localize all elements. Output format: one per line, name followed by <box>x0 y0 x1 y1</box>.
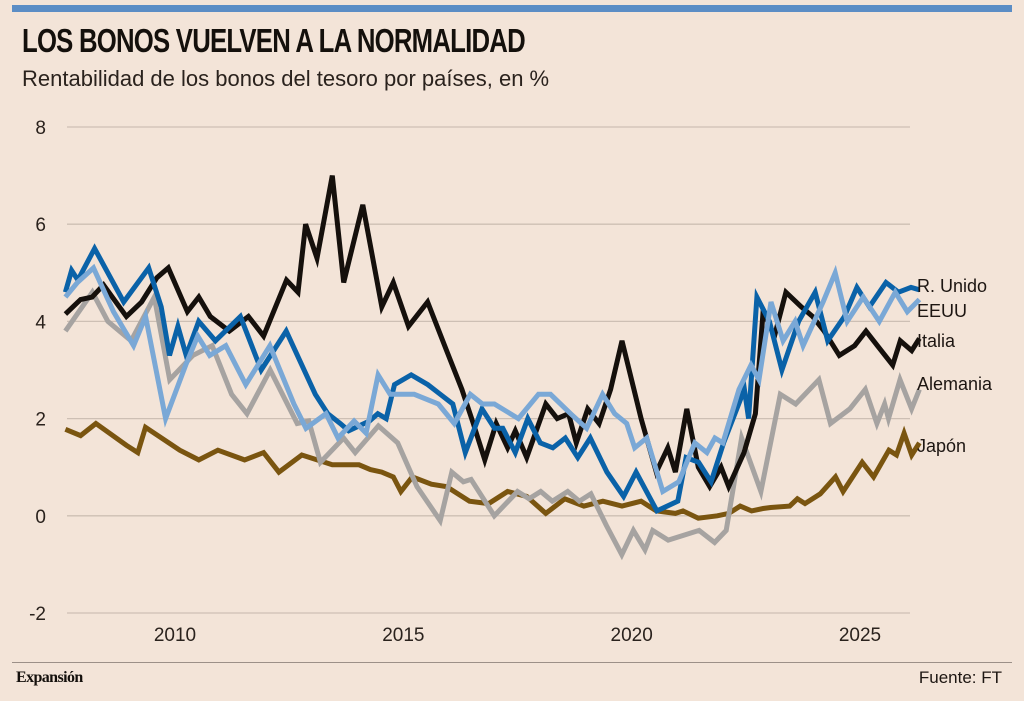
x-tick-label: 2015 <box>382 625 424 646</box>
y-tick-label: 6 <box>35 215 46 236</box>
source-note: Fuente: FT <box>918 668 1002 687</box>
chart-subtitle: Rentabilidad de los bonos del tesoro por… <box>22 66 550 91</box>
x-tick-label: 2010 <box>154 625 196 646</box>
y-tick-label: 2 <box>35 410 46 431</box>
legend: R. Unido EEUU Italia Alemania Japón <box>917 276 993 456</box>
series-line-eeuu <box>63 263 922 496</box>
top-accent-rule <box>12 5 1012 12</box>
legend-label-eeuu: EEUU <box>917 301 967 321</box>
x-tick-label: 2025 <box>839 625 881 646</box>
series-line-jap-n <box>64 420 922 521</box>
x-tick-label: 2020 <box>611 625 653 646</box>
y-tick-label: 8 <box>35 118 46 139</box>
chart-title: LOS BONOS VUELVEN A LA NORMALIDAD <box>22 22 526 59</box>
y-tick-label: 4 <box>35 312 46 333</box>
y-tick-label: 0 <box>35 507 46 528</box>
y-axis-ticks: -2 0 2 4 6 8 <box>29 118 46 625</box>
y-tick-label: -2 <box>29 604 46 625</box>
legend-label-jap-n: Japón <box>917 436 966 456</box>
series-line-alemania <box>63 287 922 561</box>
x-axis-ticks: 2010 2015 2020 2025 <box>154 625 881 646</box>
brand-logo: Expansión <box>16 669 83 686</box>
series-lines <box>62 175 922 561</box>
legend-label-r-unido: R. Unido <box>917 276 987 296</box>
legend-label-alemania: Alemania <box>917 374 993 394</box>
series-line-r-unido <box>62 243 921 515</box>
legend-label-italia: Italia <box>917 331 956 351</box>
footer-divider <box>12 662 1012 663</box>
